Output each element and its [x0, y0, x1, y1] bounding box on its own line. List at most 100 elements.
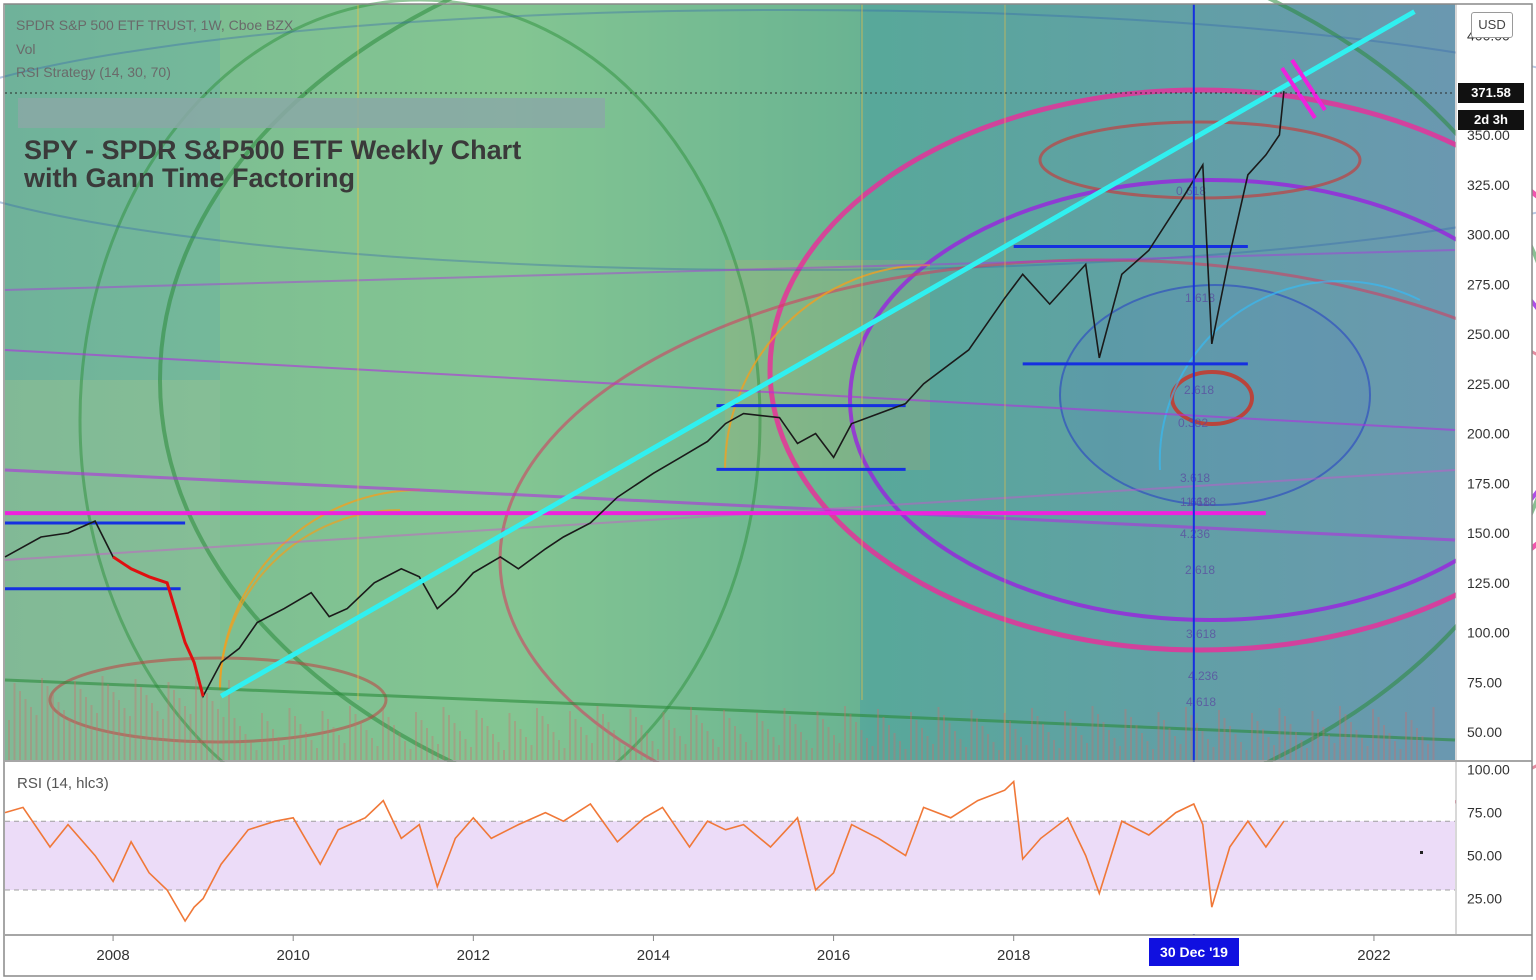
rsi-tick-label: 50.00 [1467, 848, 1502, 864]
volume-bar [404, 741, 406, 760]
volume-bar [140, 687, 142, 760]
volume-bar [838, 743, 841, 760]
volume-bar [871, 746, 874, 760]
price-tick-label: 200.00 [1467, 426, 1510, 442]
crosshair-date-tag: 30 Dec '19 [1149, 938, 1239, 966]
fib-label: 4.236 [1188, 669, 1218, 683]
volume-bar [888, 725, 890, 760]
volume-bar [536, 708, 538, 760]
volume-bar [1361, 738, 1363, 760]
fib-label: 4.236 [1180, 527, 1210, 541]
volume-bar [195, 677, 197, 760]
volume-bar [1069, 719, 1072, 760]
volume-bar [1179, 744, 1182, 760]
chart-title-line-2: with Gann Time Factoring [24, 163, 356, 193]
rsi-label: RSI (14, hlc3) [17, 775, 109, 792]
volume-bar [1185, 707, 1187, 760]
volume-bar [1311, 711, 1314, 760]
volume-bar [1421, 736, 1424, 760]
volume-bar [1317, 719, 1319, 760]
rsi-pane: 25.00 50.00 75.00 100.00 RSI (14, hlc3) [4, 760, 1532, 934]
price-downtrend-segment [112, 555, 205, 697]
volume-bar [937, 707, 940, 760]
volume-bar [1427, 744, 1429, 760]
volume-bar [1218, 710, 1220, 760]
volume-bar [145, 695, 148, 760]
volume-bar [800, 732, 802, 760]
volume-bar [948, 723, 951, 760]
volume-bar [376, 746, 379, 760]
volume-bar [745, 742, 747, 760]
volume-bar [1152, 749, 1154, 760]
rsi-axis-ticks: 25.00 50.00 75.00 100.00 [1467, 762, 1510, 907]
volume-bar [464, 739, 467, 760]
price-tick-label: 225.00 [1467, 376, 1510, 392]
volume-bar [327, 719, 329, 760]
volume-bar [805, 740, 808, 760]
volume-bar [35, 715, 38, 760]
volume-bar [959, 739, 962, 760]
volume-bar [530, 745, 533, 760]
volume-bar [1273, 745, 1275, 760]
volume-bar [899, 741, 901, 760]
volume-bar [783, 708, 786, 760]
volume-bar [613, 730, 615, 760]
symbol-header[interactable]: SPDR S&P 500 ETF TRUST, 1W, Cboe BZX [16, 17, 294, 33]
volume-bar [19, 691, 21, 760]
price-tick-label: 100.00 [1467, 625, 1510, 641]
volume-bar [1124, 709, 1127, 760]
volume-bar [1157, 712, 1160, 760]
volume-bar [184, 706, 186, 760]
volume-bar [74, 681, 76, 760]
volume-bar [574, 719, 577, 760]
volume-bar [1399, 749, 1402, 760]
volume-bar [1432, 707, 1435, 760]
volume-bar [316, 748, 318, 760]
volume-bar [288, 708, 291, 760]
volume-bar [497, 742, 500, 760]
pink-marker [1280, 58, 1327, 120]
currency-button[interactable]: USD [1471, 12, 1513, 38]
volume-bar [79, 689, 82, 760]
volume-bar [750, 750, 753, 760]
price-axis-ticks: 50.00 75.00 100.00 125.00 150.00 175.00 200.00… [1467, 28, 1510, 741]
volume-bars [8, 676, 1435, 760]
volume-bar [602, 714, 604, 760]
price-axis: 50.00 75.00 100.00 125.00 150.00 175.00 200.00… [1455, 4, 1532, 760]
time-tick-label: 2014 [637, 947, 670, 964]
volume-bar [283, 745, 285, 760]
volume-bar [734, 726, 736, 760]
volume-bar [1344, 714, 1347, 760]
chart-title-line-1: SPY - SPDR S&P500 ETF Weekly Chart [24, 135, 522, 165]
volume-bar [558, 740, 560, 760]
volume-bar [409, 749, 412, 760]
volume-bar [723, 710, 725, 760]
volume-bar [844, 706, 846, 760]
volume-bar [57, 702, 60, 760]
volume-bar [1108, 730, 1110, 760]
price-tick-label: 300.00 [1467, 227, 1510, 243]
price-tick-label: 250.00 [1467, 326, 1510, 342]
volume-bar [1355, 730, 1358, 760]
volume-bar [1102, 722, 1105, 760]
volume-bar [1306, 748, 1308, 760]
strategy-indicator-label[interactable]: RSI Strategy (14, 30, 70) [16, 64, 171, 80]
volume-bar [624, 746, 626, 760]
time-axis-ticks: 2008 2010 2012 2014 2016 2018 2022 [96, 935, 1391, 964]
volume-bar [1020, 737, 1022, 760]
volume-bar [1289, 724, 1292, 760]
volume-bar [1146, 741, 1149, 760]
volume-bar [580, 727, 582, 760]
volume-bar [563, 748, 566, 760]
volume-bar [30, 707, 32, 760]
price-tick-label: 125.00 [1467, 575, 1510, 591]
volume-bar [228, 680, 230, 760]
volume-indicator-label[interactable]: Vol [16, 41, 36, 57]
volume-bar [855, 722, 857, 760]
volume-bar [310, 740, 313, 760]
fib-label: 1.618 [1180, 495, 1210, 509]
volume-bar [712, 739, 714, 760]
volume-bar [1003, 713, 1006, 760]
rsi-cursor-dot [1420, 851, 1423, 854]
